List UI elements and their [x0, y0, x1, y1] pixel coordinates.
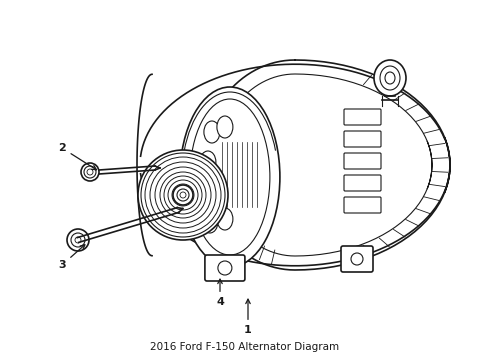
- Circle shape: [81, 163, 99, 181]
- Circle shape: [350, 253, 362, 265]
- FancyBboxPatch shape: [343, 175, 380, 191]
- Ellipse shape: [200, 151, 216, 173]
- Ellipse shape: [202, 211, 218, 233]
- Text: 2: 2: [58, 143, 96, 170]
- FancyBboxPatch shape: [343, 153, 380, 169]
- Ellipse shape: [217, 208, 232, 230]
- FancyBboxPatch shape: [204, 255, 244, 281]
- FancyBboxPatch shape: [343, 197, 380, 213]
- Text: 2016 Ford F-150 Alternator Diagram: 2016 Ford F-150 Alternator Diagram: [150, 342, 338, 352]
- FancyBboxPatch shape: [343, 109, 380, 125]
- Text: 4: 4: [216, 279, 224, 307]
- Circle shape: [67, 229, 89, 251]
- Ellipse shape: [180, 87, 279, 267]
- Ellipse shape: [217, 116, 232, 138]
- Circle shape: [173, 185, 193, 205]
- FancyBboxPatch shape: [343, 131, 380, 147]
- Text: 3: 3: [58, 245, 85, 270]
- Ellipse shape: [203, 186, 220, 208]
- Text: 1: 1: [244, 299, 251, 335]
- Ellipse shape: [203, 121, 220, 143]
- Ellipse shape: [373, 60, 405, 96]
- Circle shape: [138, 150, 227, 240]
- Circle shape: [218, 261, 231, 275]
- FancyBboxPatch shape: [340, 246, 372, 272]
